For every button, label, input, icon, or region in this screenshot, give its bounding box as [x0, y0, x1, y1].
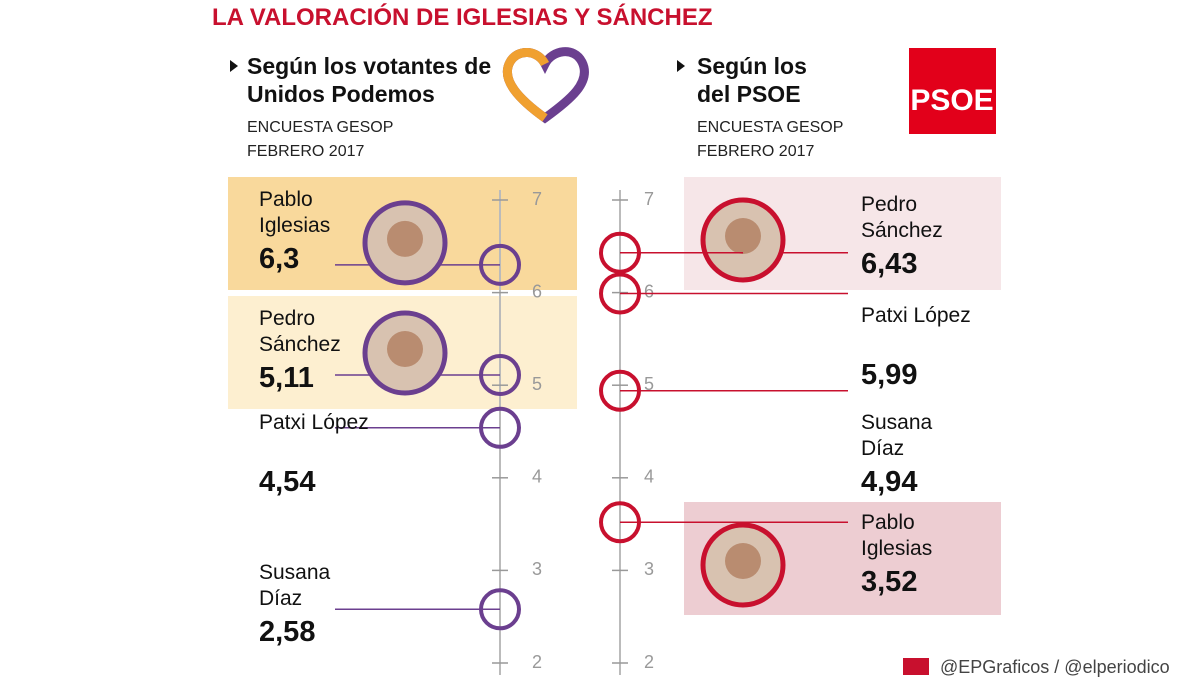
y-tick-label: 3 [644, 559, 654, 579]
y-tick-label: 3 [532, 559, 542, 579]
photo-face [725, 218, 761, 254]
footer-logo [903, 658, 929, 675]
bullet [230, 60, 238, 72]
bullet [677, 60, 685, 72]
value-label: 4,54 [259, 466, 316, 498]
value-label: 5,11 [259, 362, 314, 394]
y-tick-label: 4 [644, 467, 654, 487]
y-tick-label: 6 [644, 281, 654, 301]
panel-subtitle: ENCUESTA GESOP FEBRERO 2017 [247, 119, 394, 160]
y-tick-label: 5 [532, 374, 542, 394]
main-title: LA VALORACIÓN DE IGLESIAS Y SÁNCHEZ [212, 4, 713, 31]
y-tick-label: 4 [532, 467, 542, 487]
psoe-logo-text: PSOE [910, 84, 993, 117]
y-tick-label: 7 [532, 189, 542, 209]
value-label: 5,99 [861, 359, 918, 391]
y-tick-label: 5 [644, 374, 654, 394]
category-label: Pablo Iglesias [259, 188, 331, 237]
heart-logo [503, 47, 589, 124]
photo-face [387, 331, 423, 368]
footer: @EPGraficos / @elperiodico [940, 657, 1170, 677]
panel-subtitle: ENCUESTA GESOP FEBRERO 2017 [697, 119, 844, 160]
category-label: Patxi López [259, 411, 369, 434]
category-label: Pablo Iglesias [861, 511, 933, 560]
y-tick-label: 2 [532, 652, 542, 672]
y-tick-label: 7 [644, 189, 654, 209]
y-tick-label: 2 [644, 652, 654, 672]
category-label: Susana Díaz [259, 561, 331, 610]
value-label: 2,58 [259, 616, 316, 648]
photo-face [387, 220, 423, 257]
psoe-logo-box [909, 48, 996, 134]
dot [479, 406, 521, 449]
dot [479, 354, 521, 397]
value-label: 3,52 [861, 566, 918, 598]
dot [599, 231, 641, 274]
y-tick-label: 6 [532, 281, 542, 301]
dot [599, 501, 641, 544]
category-label: Susana Díaz [861, 411, 933, 460]
value-label: 4,94 [861, 466, 918, 498]
dot [479, 243, 521, 286]
panel-title: Según los votantes de Unidos Podemos [247, 53, 492, 107]
value-label: 6,3 [259, 243, 300, 275]
dot [479, 588, 521, 631]
value-label: 6,43 [861, 248, 918, 280]
photo-face [725, 543, 761, 579]
panel-title: Según los del PSOE [697, 53, 807, 107]
dot [599, 369, 641, 412]
dot [599, 272, 641, 315]
category-label: Pedro Sánchez [861, 193, 943, 242]
category-label: Pedro Sánchez [259, 307, 341, 356]
category-label: Patxi López [861, 304, 971, 327]
